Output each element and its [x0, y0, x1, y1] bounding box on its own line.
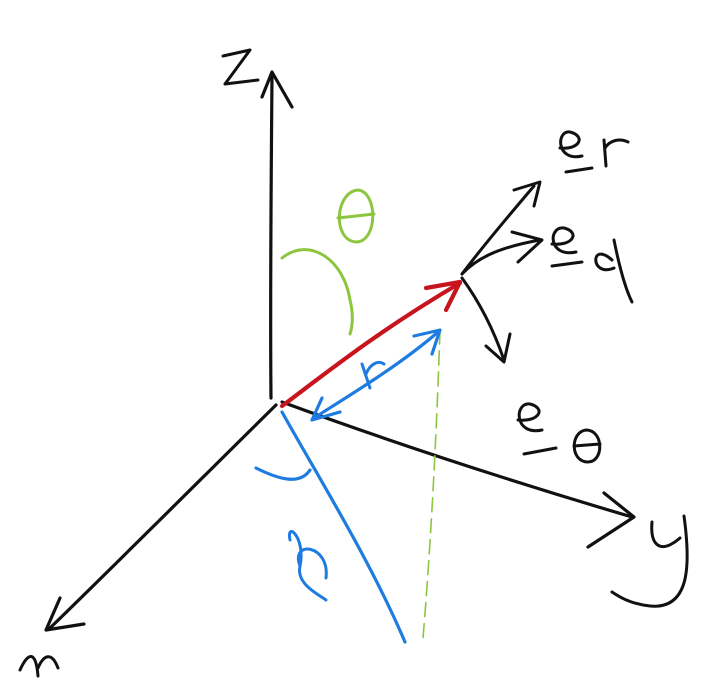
e-r-arrowhead — [512, 180, 542, 208]
theta-arc — [280, 248, 354, 336]
position-vector-shaft — [279, 280, 463, 409]
e-theta-arrowhead — [484, 332, 512, 364]
azimuthal-angle: φ — [254, 410, 407, 644]
y-axis-arrowhead — [586, 491, 636, 549]
r-label-stroke — [360, 360, 386, 390]
xy-projection-line — [280, 410, 407, 644]
radius-marker: r — [310, 328, 442, 422]
e-phi-arrowhead — [510, 230, 544, 264]
position-vector — [279, 279, 463, 409]
x-axis — [48, 403, 278, 630]
axes — [44, 70, 636, 632]
e-theta-arrow — [460, 276, 506, 362]
phi-label-stroke — [287, 530, 328, 602]
r-arrowhead-upper — [412, 328, 442, 356]
e-theta-label-stroke — [516, 402, 602, 464]
r-arrowhead-lower — [310, 396, 342, 422]
z-label-stroke — [221, 48, 260, 86]
e-r-arrow — [460, 184, 536, 276]
r-double-arrow — [312, 330, 440, 420]
x-axis-arrowhead — [44, 596, 86, 632]
z-axis — [268, 74, 274, 400]
axis-labels: Z y x — [18, 48, 689, 678]
z-axis-arrowhead — [260, 70, 294, 109]
projection-dashed-line — [422, 329, 441, 639]
phi-arc — [254, 466, 312, 481]
e-phi-label-stroke — [550, 226, 634, 304]
theta-label-stroke — [336, 188, 376, 244]
polar-angle: θ — [280, 188, 441, 639]
e-r-label-stroke — [558, 130, 630, 174]
y-label-stroke — [610, 514, 689, 608]
unit-vectors: e r e φ e θ — [460, 130, 634, 464]
e-phi-arrow — [460, 238, 542, 276]
x-label-stroke — [18, 655, 60, 678]
position-vector-arrowhead — [423, 279, 463, 313]
